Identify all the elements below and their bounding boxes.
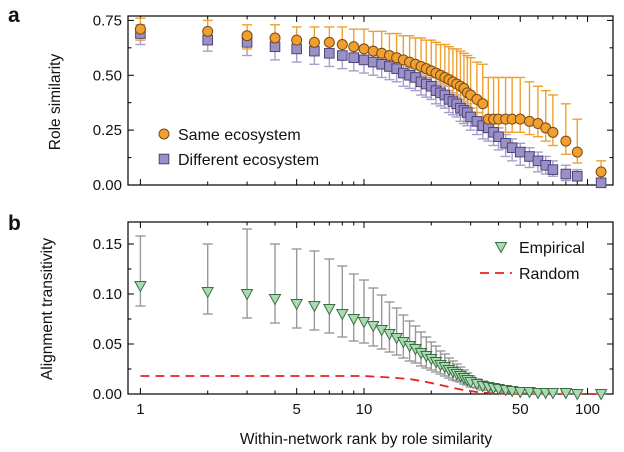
- legend-label-empirical: Empirical: [519, 240, 585, 257]
- panel-b-x-tick-label: 50: [512, 401, 529, 418]
- panel-b-random-line: [140, 375, 602, 395]
- panel-a-same-point: [571, 146, 583, 158]
- panel-a-different-point: [560, 168, 572, 180]
- panel-a-different-point: [324, 48, 335, 59]
- panel-b-x-tick-label: 1: [136, 401, 144, 418]
- legend-marker-different: [158, 153, 170, 165]
- panel-a-same-point: [560, 135, 572, 147]
- panel-a-different-point: [348, 52, 360, 64]
- panel-a-different-point: [571, 170, 583, 182]
- panel-b-empirical-point: [201, 287, 215, 299]
- panel-a-same-point: [269, 32, 281, 44]
- panel-a-y-tick-label: 0.00: [93, 177, 122, 194]
- panel-a-same-point: [514, 113, 526, 125]
- panel-a-same-point: [323, 36, 335, 48]
- panel-b-empirical-point: [559, 388, 573, 400]
- legend-label-same: Same ecosystem: [178, 127, 301, 144]
- panel-a-same-point: [241, 30, 253, 42]
- panel-a-same-point: [336, 39, 348, 51]
- panel-a-same-point: [477, 98, 489, 110]
- panel-b-plot: 1 5 10 50 100 0.00 0.05 0.10 0.15 Empirical Random: [93, 221, 614, 418]
- panel-b-empirical-point: [322, 304, 336, 316]
- panel-b-x-tick-label: 5: [292, 401, 300, 418]
- panel-a-letter: a: [8, 4, 20, 27]
- panel-b-frame: [127, 221, 614, 395]
- panel-b-empirical-point: [594, 389, 608, 401]
- panel-b-y-tick-label: 0.10: [93, 286, 122, 303]
- panel-a-frame: [127, 15, 614, 186]
- panel-b-empirical-point: [357, 317, 371, 329]
- panel-b-y-tick-label: 0.15: [93, 236, 122, 253]
- panel-b-empirical-point: [570, 389, 584, 401]
- panel-b-y-tick-label: 0.05: [93, 336, 122, 353]
- panel-b-y-tick-label: 0.00: [93, 386, 122, 403]
- legend-label-random: Random: [519, 266, 579, 283]
- panel-a-same-point: [358, 43, 370, 55]
- y-axis-label-a: Role similarity: [47, 54, 64, 151]
- panel-a-different-point: [547, 164, 559, 175]
- panel-b-empirical-point: [366, 321, 380, 333]
- panel-a-same-point: [308, 36, 320, 48]
- panel-a-same-point: [134, 23, 146, 35]
- panel-b-empirical-point: [531, 388, 545, 400]
- panel-b-empirical-point: [546, 388, 560, 400]
- panel-b-empirical-point: [268, 294, 282, 306]
- panel-b-x-tick-label: 100: [575, 401, 600, 418]
- panel-a-different-point: [514, 146, 526, 158]
- panel-a-different-point: [493, 131, 504, 143]
- panel-b-empirical-point: [240, 289, 254, 301]
- panel-b-empirical-point: [505, 386, 519, 398]
- y-axis-label-b: Alignment transitivity: [39, 238, 56, 380]
- legend-label-different: Different ecosystem: [178, 152, 319, 169]
- panel-b-x-tick-label: 10: [356, 401, 373, 418]
- panel-b-empirical-point: [134, 281, 147, 293]
- panel-a-y-tick-label: 0.25: [93, 122, 122, 139]
- panel-a-different-point: [595, 177, 607, 189]
- panel-a-same-point: [348, 41, 360, 53]
- panel-a-plot: 0.00 0.25 0.50 0.75 Same ecosystem Different …: [93, 12, 614, 194]
- panel-b-empirical-point: [347, 314, 361, 326]
- panel-a-y-tick-label: 0.50: [93, 67, 122, 84]
- panel-b-empirical-point: [523, 387, 536, 399]
- panel-a-different-point: [358, 54, 370, 66]
- panel-a-different-point: [337, 50, 348, 61]
- panel-a-same-point: [291, 34, 303, 46]
- panel-a-same-point: [595, 166, 607, 178]
- legend-marker-same: [158, 128, 170, 140]
- panel-b-empirical-point: [290, 299, 304, 311]
- panel-b-empirical-point: [513, 387, 527, 399]
- panel-a-same-point: [202, 25, 214, 37]
- panel-a-y-tick-label: 0.75: [93, 12, 122, 29]
- panel-b-empirical-point: [308, 301, 321, 313]
- panel-a-same-point: [547, 126, 559, 138]
- legend-marker-empirical: [494, 242, 508, 254]
- panel-b-letter: b: [8, 212, 21, 235]
- panel-b-empirical-point: [335, 309, 349, 321]
- x-axis-label: Within-network rank by role similarity: [240, 431, 493, 448]
